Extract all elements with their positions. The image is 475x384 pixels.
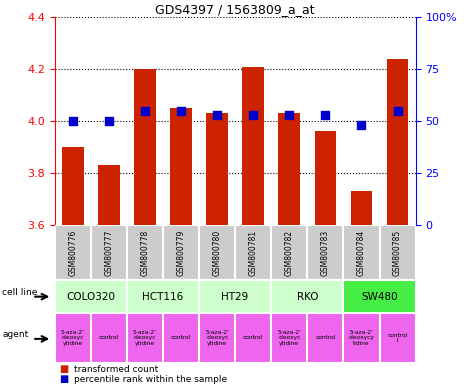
Text: GSM800778: GSM800778 xyxy=(141,229,149,276)
Bar xyxy=(343,313,380,363)
Bar xyxy=(55,280,127,313)
Bar xyxy=(127,313,163,363)
Text: 5-aza-2'
-deoxyc
ytidine: 5-aza-2' -deoxyc ytidine xyxy=(205,329,229,346)
Text: HCT116: HCT116 xyxy=(142,291,183,302)
Text: control: control xyxy=(315,335,335,341)
Point xyxy=(249,112,257,118)
Bar xyxy=(199,225,235,280)
Text: ■: ■ xyxy=(59,374,68,384)
Point xyxy=(177,108,185,114)
Bar xyxy=(343,280,416,313)
Text: GSM800776: GSM800776 xyxy=(68,229,77,276)
Text: cell line: cell line xyxy=(2,288,38,297)
Bar xyxy=(271,313,307,363)
Bar xyxy=(271,280,343,313)
Bar xyxy=(134,69,156,225)
Point xyxy=(213,112,221,118)
Bar xyxy=(55,225,91,280)
Text: GSM800782: GSM800782 xyxy=(285,229,294,276)
Bar xyxy=(314,131,336,225)
Bar xyxy=(242,66,264,225)
Text: GSM800781: GSM800781 xyxy=(249,229,257,276)
Text: control: control xyxy=(171,335,191,341)
Text: HT29: HT29 xyxy=(221,291,249,302)
Text: 5-aza-2'
-deoxyc
ytidine: 5-aza-2' -deoxyc ytidine xyxy=(61,329,85,346)
Text: 5-aza-2'
-deoxycy
tidine: 5-aza-2' -deoxycy tidine xyxy=(348,329,375,346)
Text: percentile rank within the sample: percentile rank within the sample xyxy=(74,375,227,384)
Bar xyxy=(235,225,271,280)
Point xyxy=(141,108,149,114)
Bar xyxy=(278,113,300,225)
Bar xyxy=(127,225,163,280)
Bar xyxy=(62,147,84,225)
Bar xyxy=(271,225,307,280)
Text: RKO: RKO xyxy=(296,291,318,302)
Bar xyxy=(206,113,228,225)
Text: ■: ■ xyxy=(59,364,68,374)
Point xyxy=(69,118,76,124)
Bar xyxy=(55,313,91,363)
Bar xyxy=(170,108,192,225)
Text: control: control xyxy=(243,335,263,341)
Text: GSM800779: GSM800779 xyxy=(177,229,185,276)
Text: 5-aza-2'
-deoxyc
ytidine: 5-aza-2' -deoxyc ytidine xyxy=(133,329,157,346)
Text: GSM800784: GSM800784 xyxy=(357,229,366,276)
Text: control
l: control l xyxy=(388,333,408,343)
Text: GSM800780: GSM800780 xyxy=(213,229,221,276)
Text: agent: agent xyxy=(2,329,28,339)
Point xyxy=(322,112,329,118)
Bar xyxy=(98,165,120,225)
Bar xyxy=(91,225,127,280)
Bar xyxy=(163,313,199,363)
Text: GSM800783: GSM800783 xyxy=(321,229,330,276)
Bar xyxy=(380,225,416,280)
Bar xyxy=(199,280,271,313)
Bar xyxy=(127,280,199,313)
Text: COLO320: COLO320 xyxy=(66,291,115,302)
Text: 5-aza-2'
-deoxyc
ytidine: 5-aza-2' -deoxyc ytidine xyxy=(277,329,301,346)
Bar xyxy=(163,225,199,280)
Point xyxy=(358,122,365,128)
Bar xyxy=(235,313,271,363)
Point xyxy=(285,112,293,118)
Text: GSM800785: GSM800785 xyxy=(393,229,402,276)
Bar xyxy=(380,313,416,363)
Text: transformed count: transformed count xyxy=(74,365,158,374)
Bar xyxy=(351,191,372,225)
Bar xyxy=(307,225,343,280)
Bar xyxy=(91,313,127,363)
Text: SW480: SW480 xyxy=(361,291,398,302)
Point xyxy=(105,118,113,124)
Text: GSM800777: GSM800777 xyxy=(104,229,113,276)
Title: GDS4397 / 1563809_a_at: GDS4397 / 1563809_a_at xyxy=(155,3,315,16)
Bar xyxy=(387,59,408,225)
Bar xyxy=(307,313,343,363)
Bar xyxy=(199,313,235,363)
Point xyxy=(394,108,401,114)
Text: control: control xyxy=(99,335,119,341)
Bar xyxy=(343,225,380,280)
